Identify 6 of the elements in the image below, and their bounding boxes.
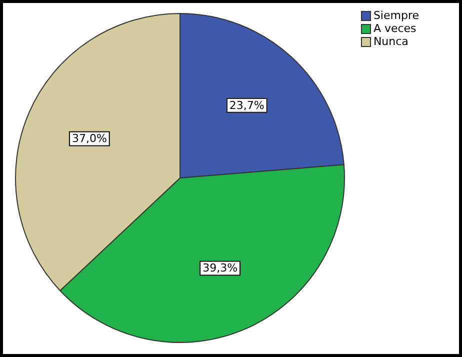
data-label: 39,3% (202, 262, 238, 275)
data-label: 23,7% (229, 98, 264, 112)
legend-label: A veces (373, 22, 416, 35)
data-label: 37,0% (72, 132, 107, 146)
legend-label: Nunca (373, 35, 408, 48)
legend-label: Siempre (373, 9, 419, 22)
